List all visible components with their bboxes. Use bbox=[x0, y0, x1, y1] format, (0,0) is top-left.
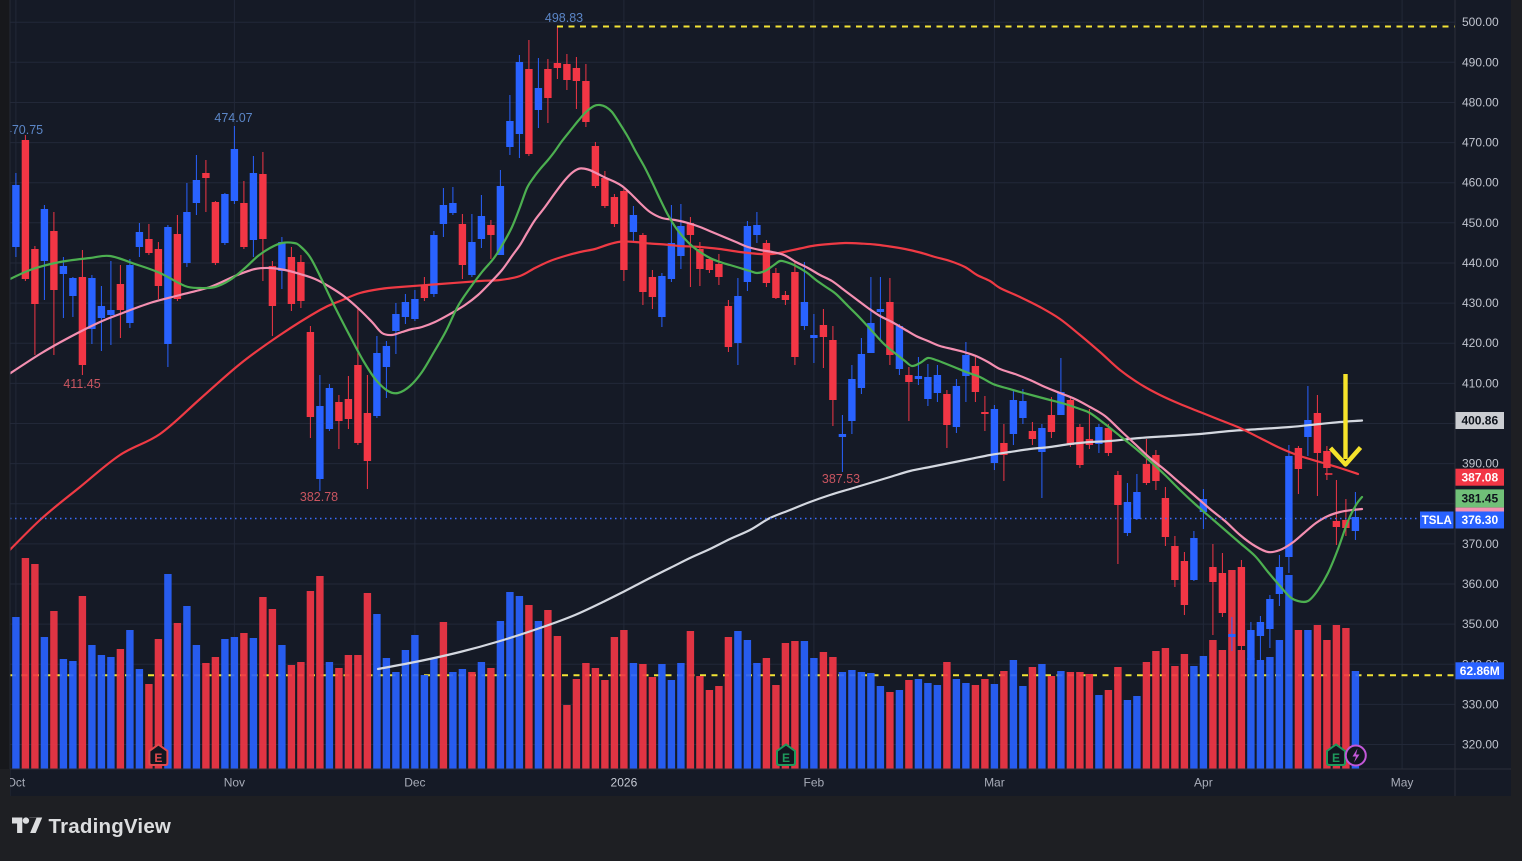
svg-text:360.00: 360.00 bbox=[1462, 577, 1499, 591]
svg-text:2026: 2026 bbox=[611, 776, 638, 790]
svg-text:460.00: 460.00 bbox=[1462, 176, 1499, 190]
svg-text:Nov: Nov bbox=[224, 776, 245, 790]
svg-text:330.00: 330.00 bbox=[1462, 697, 1499, 711]
svg-text:474.07: 474.07 bbox=[214, 111, 252, 125]
svg-text:440.00: 440.00 bbox=[1462, 256, 1499, 270]
svg-text:470.75: 470.75 bbox=[5, 123, 43, 137]
svg-text:May: May bbox=[1391, 776, 1414, 790]
svg-text:387.53: 387.53 bbox=[822, 472, 860, 486]
svg-text:490.00: 490.00 bbox=[1462, 55, 1499, 69]
svg-text:381.45: 381.45 bbox=[1461, 492, 1498, 506]
svg-text:E: E bbox=[782, 751, 790, 765]
svg-text:TSLA: TSLA bbox=[1422, 515, 1452, 527]
svg-text:382.78: 382.78 bbox=[300, 490, 338, 504]
svg-text:Mar: Mar bbox=[984, 776, 1005, 790]
svg-text:370.00: 370.00 bbox=[1462, 537, 1499, 551]
svg-text:Oct: Oct bbox=[7, 776, 26, 790]
svg-text:390.00: 390.00 bbox=[1462, 457, 1499, 471]
svg-text:480.00: 480.00 bbox=[1462, 96, 1499, 110]
svg-text:470.00: 470.00 bbox=[1462, 136, 1499, 150]
svg-text:430.00: 430.00 bbox=[1462, 296, 1499, 310]
svg-text:Apr: Apr bbox=[1194, 776, 1213, 790]
svg-text:Dec: Dec bbox=[404, 776, 425, 790]
svg-text:TradingView: TradingView bbox=[49, 815, 172, 838]
svg-text:400.86: 400.86 bbox=[1461, 414, 1498, 428]
svg-text:350.00: 350.00 bbox=[1462, 617, 1499, 631]
svg-text:320.00: 320.00 bbox=[1462, 738, 1499, 752]
svg-text:500.00: 500.00 bbox=[1462, 15, 1499, 29]
svg-text:62.86M: 62.86M bbox=[1460, 664, 1500, 678]
svg-text:411.45: 411.45 bbox=[63, 377, 100, 391]
svg-text:420.00: 420.00 bbox=[1462, 336, 1499, 350]
svg-text:E: E bbox=[1332, 751, 1340, 765]
svg-text:E: E bbox=[154, 751, 162, 765]
svg-text:498.83: 498.83 bbox=[545, 11, 583, 25]
svg-text:450.00: 450.00 bbox=[1462, 216, 1499, 230]
svg-text:387.08: 387.08 bbox=[1461, 470, 1498, 484]
svg-text:Feb: Feb bbox=[804, 776, 825, 790]
svg-text:410.00: 410.00 bbox=[1462, 376, 1499, 390]
svg-text:376.30: 376.30 bbox=[1461, 513, 1498, 527]
